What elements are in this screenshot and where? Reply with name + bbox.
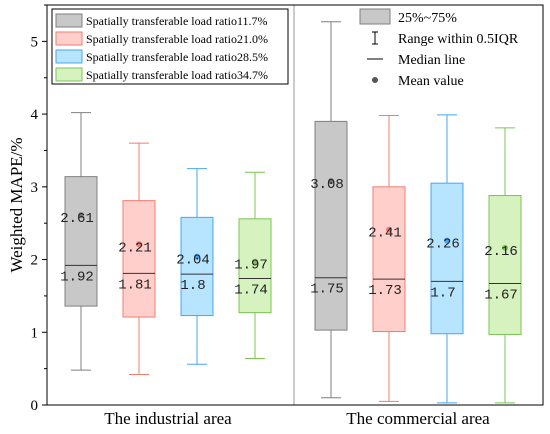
mean-point <box>328 178 334 184</box>
legend-label: Spatially transferable load ratio11.7% <box>86 14 268 28</box>
mean-label: 2.61 <box>60 211 94 227</box>
mean-label: 2.41 <box>368 226 402 242</box>
box-plot: 2.41 1.73 <box>368 115 406 402</box>
y-tick-label: 4 <box>31 107 39 123</box>
symbol-legend-label: Range within 0.5IQR <box>398 32 519 47</box>
y-tick-label: 2 <box>31 253 39 269</box>
median-label: 1.73 <box>368 283 402 299</box>
y-tick-label: 3 <box>31 180 39 196</box>
y-tick-label: 5 <box>31 34 39 50</box>
median-label: 1.67 <box>484 288 518 304</box>
median-label: 1.74 <box>234 282 268 298</box>
symbol-legend-label: Median line <box>398 53 465 68</box>
group-label-industrial: The industrial area <box>104 409 232 428</box>
box-plot: 2.61 1.92 <box>60 112 98 371</box>
mean-point <box>252 258 258 265</box>
y-axis-label: Weighted MAPE/% <box>7 137 26 272</box>
iqr-box <box>122 200 156 318</box>
mean-point <box>444 237 450 244</box>
box-plot: 1.97 1.74 <box>234 171 272 359</box>
mean-label: 2.21 <box>118 240 152 256</box>
iqr-box <box>238 218 272 314</box>
mean-point <box>78 212 84 219</box>
mean-label: 2.16 <box>484 244 518 260</box>
mean-label: 2.04 <box>176 253 210 269</box>
group-label-commercial: The commercial area <box>346 409 490 428</box>
mean-label: 3.08 <box>310 177 344 193</box>
iqr-box <box>372 186 406 333</box>
box-plot: 2.04 1.8 <box>176 168 214 365</box>
iqr-box <box>180 216 214 317</box>
iqr-box <box>430 182 464 335</box>
box-legend-icon <box>359 8 391 25</box>
legend-label: Spatially transferable load ratio21.0% <box>86 32 268 46</box>
legend-label: Spatially transferable load ratio34.7% <box>86 68 268 82</box>
median-label: 1.8 <box>180 278 205 294</box>
mean-point <box>194 253 200 260</box>
iqr-box <box>64 176 98 307</box>
y-tick-label: 1 <box>31 325 39 341</box>
mean-legend-icon <box>372 77 378 83</box>
mean-point <box>386 226 392 233</box>
legend-swatch <box>55 13 83 28</box>
legend-swatch <box>55 67 83 82</box>
chart-marks: 2.61 1.92 2.21 1.81 2.04 1.8 1.97 1.74 3.08 1.75 2… <box>60 5 522 405</box>
legend-swatch <box>55 49 83 64</box>
median-label: 1.75 <box>310 282 344 298</box>
box-plot: 2.26 1.7 <box>426 114 464 404</box>
box-plot: 3.08 1.75 <box>310 21 348 399</box>
mean-point <box>136 241 142 248</box>
symbol-legend-label: 25%~75% <box>398 11 457 26</box>
mean-point <box>502 244 508 251</box>
y-axis: 0 1 2 3 4 5 <box>31 4 47 414</box>
mean-label: 1.97 <box>234 258 268 274</box>
plot-frame <box>46 4 544 406</box>
median-label: 1.7 <box>430 285 455 301</box>
iqr-box <box>488 195 522 335</box>
mean-label: 2.26 <box>426 237 460 253</box>
iqr-box <box>314 120 348 331</box>
median-label: 1.92 <box>60 269 94 285</box>
legend-label: Spatially transferable load ratio28.5% <box>86 50 268 64</box>
box-plot: 2.21 1.81 <box>118 142 156 375</box>
y-tick-label: 0 <box>31 398 39 414</box>
median-label: 1.81 <box>118 277 152 293</box>
legend-swatch <box>55 31 83 46</box>
symbol-legend: 25%~75% Range within 0.5IQR Median line Mea… <box>359 8 519 89</box>
box-plot: 2.16 1.67 <box>484 127 522 404</box>
series-legend: Spatially transferable load ratio11.7% Sp… <box>51 8 289 85</box>
symbol-legend-label: Mean value <box>398 74 464 89</box>
legend-frame <box>51 8 289 85</box>
